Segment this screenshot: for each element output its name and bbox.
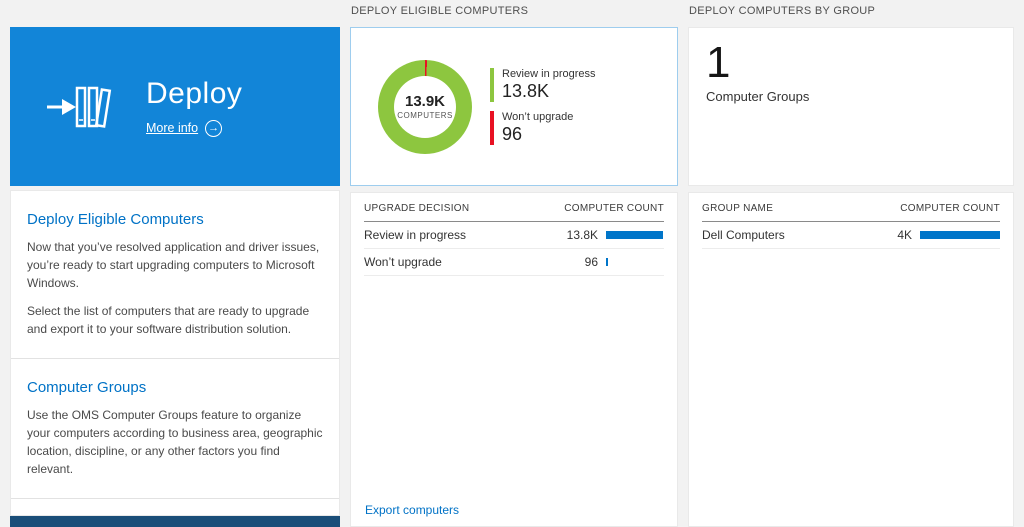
row-label: Review in progress (364, 228, 467, 242)
row-bar (920, 231, 1000, 239)
deploy-eligible-header: DEPLOY ELIGIBLE COMPUTERS (351, 5, 529, 17)
legend-green-swatch (490, 68, 494, 102)
row-bar-track (606, 231, 664, 239)
export-computers-link[interactable]: Export computers (365, 503, 460, 517)
row-label: Dell Computers (702, 228, 785, 242)
group-count: 1 (706, 38, 731, 87)
section-deploy-eligible-computers: Deploy Eligible Computers Now that you’v… (11, 191, 339, 359)
section-heading: Deploy Eligible Computers (27, 211, 204, 228)
donut-center: 13.9K COMPUTERS (378, 60, 472, 154)
row-bar (606, 231, 663, 239)
table-row-wont-upgrade[interactable]: Won’t upgrade 96 (364, 249, 664, 276)
table-row-review-in-progress[interactable]: Review in progress 13.8K (364, 222, 664, 249)
donut-chart: 13.9K COMPUTERS (378, 59, 472, 154)
upgrade-decision-table: UPGRADE DECISION COMPUTER COUNT Review i… (350, 192, 678, 527)
section-paragraph: Now that you’ve resolved application and… (27, 240, 320, 290)
more-info-row: More info → (146, 119, 242, 137)
tile-title: Deploy (146, 76, 243, 110)
group-table: GROUP NAME COMPUTER COUNT Dell Computers… (688, 192, 1014, 527)
deploy-books-arrow-icon (46, 80, 116, 134)
table-row-dell-computers[interactable]: Dell Computers 4K (702, 222, 1000, 249)
row-value: 96 (584, 255, 598, 269)
table-header-row: UPGRADE DECISION COMPUTER COUNT (364, 196, 664, 222)
row-bar-track (920, 231, 1000, 239)
section-paragraph: Use the OMS Computer Groups feature to o… (27, 408, 323, 476)
group-count-label: Computer Groups (706, 89, 810, 105)
row-bar (606, 258, 608, 266)
next-tile-top-edge (10, 516, 340, 527)
row-bar-track (606, 258, 664, 266)
deploy-eligible-column: DEPLOY ELIGIBLE COMPUTERS 13.9K COMPUTER… (350, 0, 678, 527)
column-computer-count: COMPUTER COUNT (564, 203, 664, 214)
column-group-name: GROUP NAME (702, 203, 774, 214)
legend-red-swatch (490, 111, 494, 145)
description-panel: Deploy Eligible Computers Now that you’v… (10, 190, 340, 516)
deploy-tile[interactable]: Deploy More info → (10, 27, 340, 186)
computer-groups-card[interactable]: 1 Computer Groups (688, 27, 1014, 186)
legend-label: Review in progress (502, 68, 596, 80)
section-computer-groups: Computer Groups Use the OMS Computer Gro… (11, 359, 339, 499)
section-paragraph: Select the list of computers that are re… (27, 304, 310, 336)
left-column: Deploy More info → Deploy Eligible Compu… (10, 0, 340, 527)
legend-review-in-progress: Review in progress 13.8K (490, 68, 596, 102)
section-heading: Computer Groups (27, 379, 147, 396)
arrow-circle-icon[interactable]: → (205, 119, 223, 137)
deploy-by-group-header: DEPLOY COMPUTERS BY GROUP (689, 5, 876, 17)
legend-value: 96 (502, 124, 523, 144)
legend-wont-upgrade: Won’t upgrade 96 (490, 111, 596, 145)
deploy-by-group-column: DEPLOY COMPUTERS BY GROUP 1 Computer Gro… (688, 0, 1014, 527)
column-upgrade-decision: UPGRADE DECISION (364, 203, 470, 214)
column-computer-count: COMPUTER COUNT (900, 203, 1000, 214)
table-header-row: GROUP NAME COMPUTER COUNT (702, 196, 1000, 222)
row-label: Won’t upgrade (364, 255, 442, 269)
more-info-link[interactable]: More info (146, 121, 199, 135)
donut-total-value: 13.9K (404, 93, 446, 110)
row-value: 4K (897, 228, 912, 242)
eligible-computers-card[interactable]: 13.9K COMPUTERS Review in progress 13.8K… (350, 27, 678, 186)
donut-legend: Review in progress 13.8K Won’t upgrade 9… (490, 68, 596, 145)
legend-value: 13.8K (502, 81, 550, 101)
deploy-tile-text: Deploy More info → (146, 77, 242, 137)
row-value: 13.8K (566, 228, 598, 242)
donut-total-label: COMPUTERS (397, 111, 453, 120)
legend-label: Won’t upgrade (502, 111, 574, 123)
